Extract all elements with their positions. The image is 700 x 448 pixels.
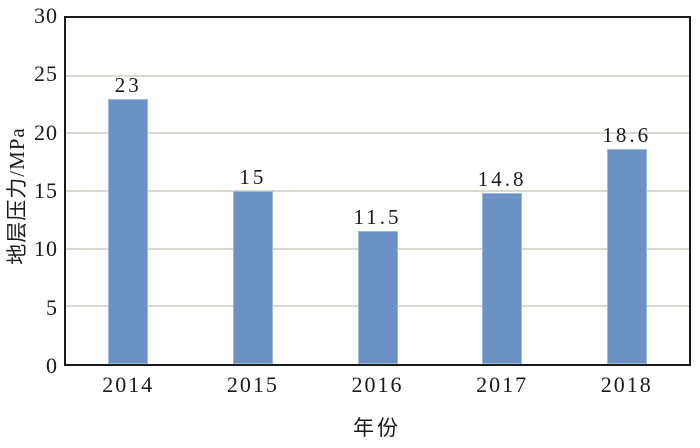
y-tick-label-15: 15 bbox=[34, 178, 58, 203]
data-label-2017: 14.8 bbox=[477, 167, 527, 192]
bar-2018 bbox=[606, 149, 647, 364]
bar-2015 bbox=[232, 191, 273, 364]
plot-area bbox=[64, 16, 691, 366]
y-tick-label-0: 0 bbox=[46, 353, 58, 378]
x-tick-label-2015: 2015 bbox=[226, 372, 279, 397]
y-tick-label-10: 10 bbox=[34, 236, 58, 262]
gridline-25 bbox=[66, 74, 689, 77]
y-tick-label-5: 5 bbox=[46, 294, 58, 320]
bar-2016 bbox=[357, 231, 398, 364]
gridline-15 bbox=[66, 190, 689, 192]
data-label-2018: 18.6 bbox=[602, 123, 652, 148]
x-axis-title: 年份 bbox=[353, 416, 401, 440]
bar-2014 bbox=[108, 98, 149, 364]
x-tick-label-2018: 2018 bbox=[600, 372, 653, 397]
bar-2017 bbox=[482, 193, 523, 364]
data-label-2014: 23 bbox=[114, 72, 142, 97]
y-tick-label-30: 30 bbox=[34, 3, 58, 28]
data-label-2016: 11.5 bbox=[353, 205, 402, 230]
x-tick-label-2014: 2014 bbox=[102, 372, 155, 397]
x-tick-label-2016: 2016 bbox=[351, 372, 404, 397]
x-tick-label-2017: 2017 bbox=[476, 372, 529, 397]
gridline-20 bbox=[66, 132, 689, 135]
y-tick-label-20: 20 bbox=[34, 119, 58, 145]
y-tick-label-25: 25 bbox=[34, 61, 58, 87]
data-label-2015: 15 bbox=[239, 165, 267, 189]
